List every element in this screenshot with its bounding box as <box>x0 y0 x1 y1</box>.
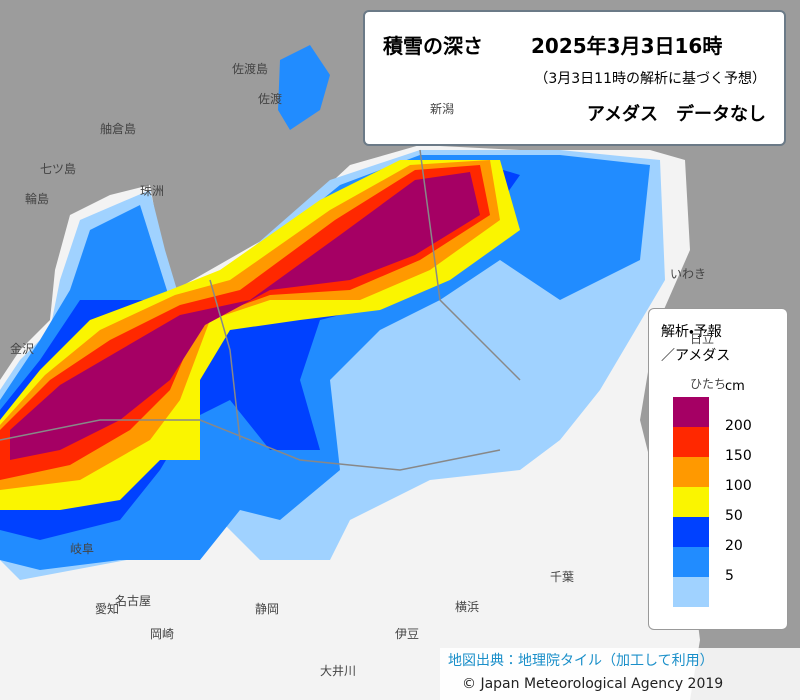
legend-swatch <box>673 427 709 457</box>
snow-over-200 <box>10 172 480 460</box>
place-name: 佐渡 <box>258 92 283 106</box>
place-name: 大井川 <box>320 664 357 678</box>
place-name: 岐阜 <box>70 542 95 556</box>
place-name: 日立 <box>690 332 715 346</box>
title-box: 積雪の深さ 2025年3月3日16時 （3月3日11時の解析に基づく予想） アメ… <box>363 10 786 146</box>
legend-swatch <box>673 577 709 607</box>
place-name: 愛知 <box>95 602 120 616</box>
legend: 解析・予報 ／アメダス cm 200 150 100 50 20 5 <box>648 308 788 630</box>
legend-label: 200 <box>725 418 752 434</box>
legend-label: 5 <box>725 568 734 584</box>
place-name: ひたち <box>690 377 727 391</box>
footer: 地図出典：地理院タイル（加工して利用） © Japan Meteorologic… <box>440 648 800 700</box>
place-name: 舳倉島 <box>100 122 137 136</box>
place-name: 名古屋 <box>115 594 152 608</box>
legend-label: 150 <box>725 448 752 464</box>
place-name: 横浜 <box>455 600 480 614</box>
place-name: 佐渡島 <box>232 62 269 76</box>
place-name: 珠洲 <box>140 184 165 198</box>
place-name: 金沢 <box>10 342 35 356</box>
prefecture-borders <box>0 149 521 471</box>
map-subtitle: （3月3日11時の解析に基づく予想） <box>534 71 766 87</box>
legend-swatch <box>673 547 709 577</box>
map-title: 積雪の深さ <box>383 34 483 58</box>
legend-title: 解析・予報 <box>661 324 722 340</box>
amedas-status: アメダス データなし <box>586 104 766 125</box>
place-name: 伊豆 <box>395 627 420 641</box>
snow-5-20 <box>0 155 650 570</box>
map-datetime: 2025年3月3日16時 <box>531 34 723 58</box>
legend-label: 50 <box>725 508 743 524</box>
copyright: © Japan Meteorological Agency 2019 <box>462 676 724 692</box>
place-name: いわき <box>670 267 707 281</box>
legend-title: ／アメダス <box>661 348 731 364</box>
place-name: 千葉 <box>550 570 575 584</box>
legend-swatch <box>673 397 709 427</box>
legend-unit: cm <box>725 379 745 394</box>
attribution: 地図出典：地理院タイル（加工して利用） <box>448 653 714 669</box>
place-name: 静岡 <box>255 602 280 616</box>
legend-swatch <box>673 517 709 547</box>
sado-island <box>278 45 330 130</box>
place-name: 輪島 <box>25 192 50 206</box>
place-name: 七ツ島 <box>40 162 77 176</box>
place-name: 岡崎 <box>150 627 175 641</box>
legend-swatch <box>673 457 709 487</box>
legend-swatch <box>673 487 709 517</box>
place-name: 新潟 <box>430 102 455 116</box>
legend-label: 100 <box>725 478 752 494</box>
legend-label: 20 <box>725 538 743 554</box>
